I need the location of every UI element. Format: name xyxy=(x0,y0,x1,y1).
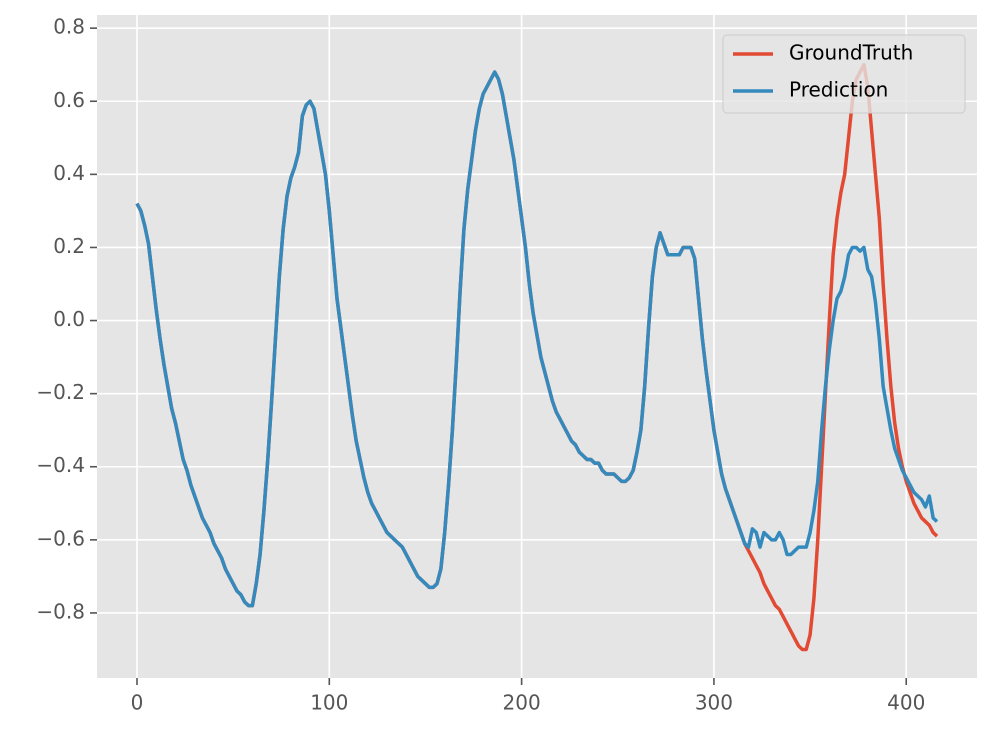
y-tick-label: 0.6 xyxy=(53,88,85,112)
y-tick-label: −0.8 xyxy=(36,599,85,623)
y-tick-label: 0.0 xyxy=(53,307,85,331)
x-tick-label: 300 xyxy=(695,691,733,715)
legend-label: GroundTruth xyxy=(789,41,913,65)
y-tick-label: 0.4 xyxy=(53,161,85,185)
x-tick-label: 200 xyxy=(503,691,541,715)
y-tick-label: −0.2 xyxy=(36,380,85,404)
y-tick-label: 0.2 xyxy=(53,234,85,258)
x-tick-label: 0 xyxy=(131,691,144,715)
y-tick-label: −0.4 xyxy=(36,453,85,477)
legend: GroundTruth Prediction xyxy=(722,34,966,114)
x-tick-label: 100 xyxy=(310,691,348,715)
y-tick-label: 0.8 xyxy=(53,15,85,39)
legend-label: Prediction xyxy=(789,78,888,102)
y-tick-label: −0.6 xyxy=(36,526,85,550)
x-tick-label: 400 xyxy=(887,691,925,715)
line-series xyxy=(135,70,939,608)
legend-box xyxy=(722,34,966,114)
